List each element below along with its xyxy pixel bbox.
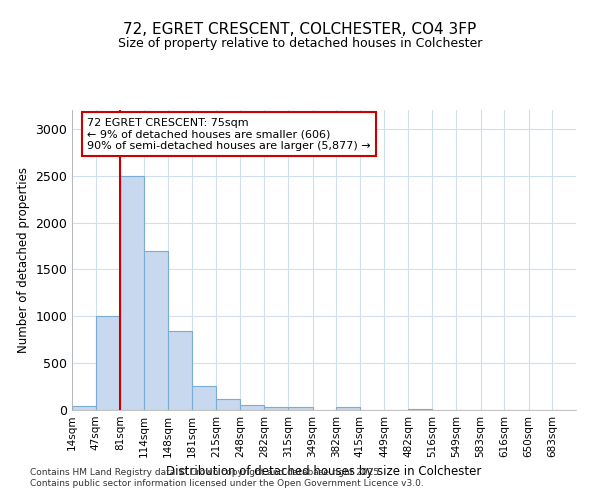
Text: 72, EGRET CRESCENT, COLCHESTER, CO4 3FP: 72, EGRET CRESCENT, COLCHESTER, CO4 3FP: [124, 22, 476, 38]
Bar: [72, 406, 95, 410]
Bar: [95, 316, 120, 410]
Bar: [120, 176, 144, 410]
Bar: [192, 386, 217, 410]
Bar: [336, 407, 360, 410]
Text: Size of property relative to detached houses in Colchester: Size of property relative to detached ho…: [118, 38, 482, 51]
Bar: [144, 250, 168, 410]
Y-axis label: Number of detached properties: Number of detached properties: [17, 167, 30, 353]
Text: Contains HM Land Registry data © Crown copyright and database right 2025.
Contai: Contains HM Land Registry data © Crown c…: [30, 468, 424, 487]
Bar: [288, 407, 313, 410]
X-axis label: Distribution of detached houses by size in Colchester: Distribution of detached houses by size …: [166, 466, 482, 478]
Bar: [240, 406, 265, 410]
Bar: [168, 331, 192, 410]
Bar: [265, 407, 288, 410]
Bar: [217, 399, 240, 410]
Text: 72 EGRET CRESCENT: 75sqm
← 9% of detached houses are smaller (606)
90% of semi-d: 72 EGRET CRESCENT: 75sqm ← 9% of detache…: [87, 118, 371, 150]
Bar: [408, 409, 433, 410]
